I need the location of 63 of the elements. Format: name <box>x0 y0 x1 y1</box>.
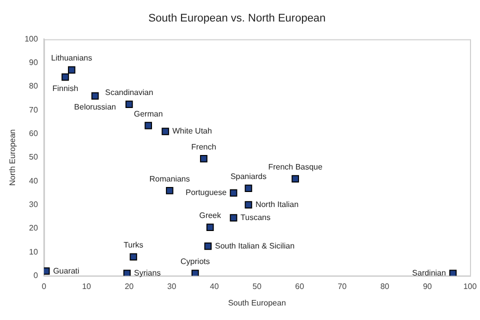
x-axis-title: South European <box>228 298 286 308</box>
x-tick-label: 60 <box>295 282 305 291</box>
annotation: Syrians <box>134 268 161 278</box>
y-tick-label: 60 <box>29 129 38 138</box>
chart-title: South European vs. North European <box>148 12 326 25</box>
y-tick-label: 80 <box>29 82 38 91</box>
annotation: North Italian <box>255 200 299 210</box>
x-tick-label: 0 <box>42 282 47 291</box>
x-tick-label: 20 <box>124 282 134 291</box>
annotation: White Utah <box>172 126 212 136</box>
point <box>192 270 199 276</box>
annotation: Greek <box>199 211 222 220</box>
point <box>292 175 299 182</box>
point <box>130 253 138 261</box>
annotation: Finnish <box>52 84 78 93</box>
point <box>244 184 252 192</box>
annotation: Lithuanians <box>51 54 92 63</box>
x-tick-label: 30 <box>167 282 177 291</box>
point <box>144 122 152 130</box>
annotation: Sardinian <box>412 268 446 278</box>
annotation: South Italian & Sicilian <box>214 241 295 250</box>
annotation: French Basque <box>268 162 323 172</box>
annotation: French <box>191 142 216 152</box>
x-tick-label: 10 <box>82 282 92 291</box>
point <box>206 224 214 231</box>
annotation: Tuscans <box>240 213 270 222</box>
point <box>44 267 50 275</box>
point <box>162 128 170 136</box>
y-tick-label: 0 <box>33 271 38 280</box>
x-tick-label: 70 <box>338 282 348 291</box>
annotation: Guarati <box>53 266 80 276</box>
point <box>230 214 238 222</box>
y-tick-label: 10 <box>29 247 38 256</box>
x-tick-label: 100 <box>463 282 478 291</box>
annotation: Turks <box>124 240 144 250</box>
y-tick-label: 30 <box>29 200 38 210</box>
y-tick-label: 100 <box>24 34 38 44</box>
annotation: Romanians <box>149 174 190 184</box>
point <box>230 189 238 197</box>
annotation: Belorussian <box>74 102 116 112</box>
annotation: German <box>134 109 163 118</box>
point <box>204 242 212 250</box>
annotation: Spaniards <box>230 172 266 181</box>
point <box>200 155 208 162</box>
annotation: Cypriots <box>180 257 210 266</box>
point <box>68 66 76 74</box>
point <box>244 201 252 208</box>
point <box>166 186 174 194</box>
point <box>91 92 99 100</box>
y-tick-label: 50 <box>29 152 38 162</box>
y-tick-label: 20 <box>29 224 38 233</box>
point <box>62 73 69 81</box>
y-tick-label: 90 <box>29 58 38 68</box>
x-tick-label: 50 <box>252 282 262 291</box>
annotation: Portuguese <box>186 188 228 198</box>
annotation: Scandinavian <box>105 88 154 97</box>
x-tick-label: 90 <box>422 282 432 291</box>
point <box>125 100 133 108</box>
y-tick-label: 70 <box>29 105 38 114</box>
x-tick-label: 40 <box>210 282 220 291</box>
x-tick-label: 80 <box>380 282 390 291</box>
y-tick-label: 40 <box>29 176 38 186</box>
y-axis-title: North European <box>8 129 18 186</box>
